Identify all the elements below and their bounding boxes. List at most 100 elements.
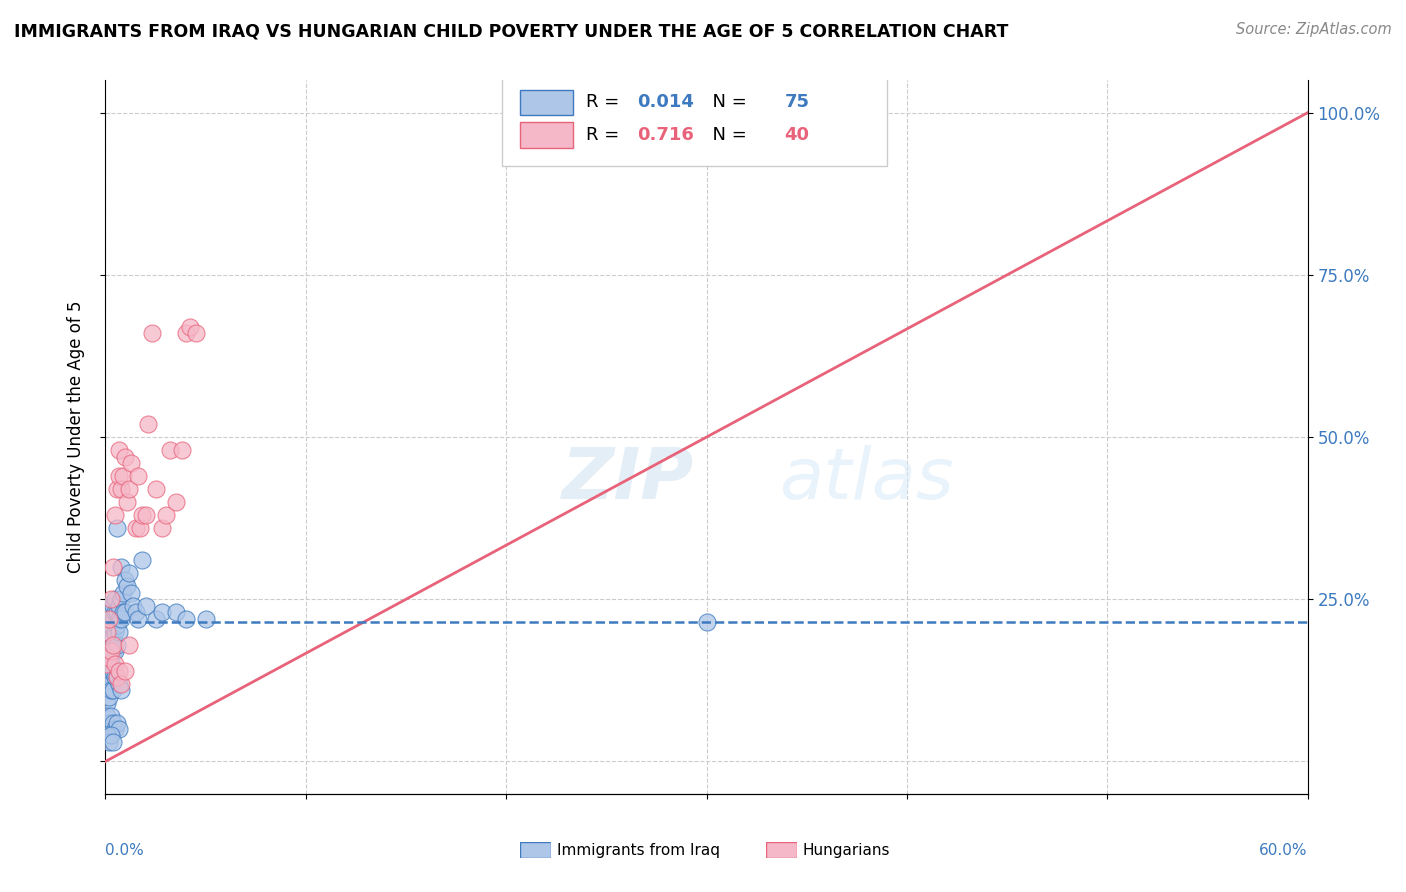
Point — [135, 508, 157, 522]
Point — [107, 670, 129, 684]
Point — [131, 508, 153, 522]
Point — [103, 599, 125, 613]
Text: 0.716: 0.716 — [637, 127, 693, 145]
Point — [103, 735, 125, 749]
Point — [118, 638, 141, 652]
Point — [100, 664, 122, 678]
Point — [112, 605, 135, 619]
FancyBboxPatch shape — [520, 89, 574, 115]
Point — [110, 592, 132, 607]
Point — [135, 599, 157, 613]
Y-axis label: Child Poverty Under the Age of 5: Child Poverty Under the Age of 5 — [66, 301, 84, 574]
Point — [184, 326, 207, 341]
Point — [170, 443, 193, 458]
Point — [110, 482, 132, 496]
Point — [174, 612, 197, 626]
Point — [104, 657, 127, 672]
Text: IMMIGRANTS FROM IRAQ VS HUNGARIAN CHILD POVERTY UNDER THE AGE OF 5 CORRELATION C: IMMIGRANTS FROM IRAQ VS HUNGARIAN CHILD … — [14, 22, 1008, 40]
Point — [107, 715, 129, 730]
Point — [121, 456, 143, 470]
Point — [100, 605, 122, 619]
Point — [100, 709, 122, 723]
Point — [696, 615, 718, 629]
Point — [165, 605, 187, 619]
Point — [98, 650, 121, 665]
Point — [104, 670, 127, 684]
Point — [108, 612, 131, 626]
Point — [104, 592, 127, 607]
Point — [103, 638, 125, 652]
Point — [145, 482, 167, 496]
Point — [100, 729, 122, 743]
Point — [98, 612, 121, 626]
Text: atlas: atlas — [779, 445, 953, 515]
Text: R =: R = — [586, 127, 626, 145]
Point — [103, 559, 125, 574]
Point — [131, 553, 153, 567]
Point — [141, 326, 163, 341]
Point — [103, 683, 125, 698]
Point — [108, 676, 131, 690]
Point — [128, 521, 150, 535]
Point — [110, 683, 132, 698]
Point — [96, 638, 118, 652]
Point — [107, 670, 129, 684]
Point — [150, 521, 173, 535]
Point — [108, 624, 131, 639]
Point — [100, 631, 122, 645]
Point — [136, 417, 159, 431]
Point — [98, 690, 121, 704]
Point — [127, 469, 149, 483]
Point — [117, 495, 139, 509]
Point — [96, 599, 118, 613]
Point — [96, 729, 118, 743]
Point — [100, 657, 122, 672]
Point — [96, 709, 118, 723]
Point — [96, 657, 118, 672]
Point — [110, 676, 132, 690]
Point — [103, 612, 125, 626]
Point — [124, 605, 146, 619]
Point — [104, 624, 127, 639]
Point — [98, 664, 121, 678]
Point — [98, 631, 121, 645]
Point — [108, 664, 131, 678]
Point — [107, 605, 129, 619]
Point — [107, 638, 129, 652]
Text: 0.014: 0.014 — [637, 94, 693, 112]
Text: Source: ZipAtlas.com: Source: ZipAtlas.com — [1236, 22, 1392, 37]
Point — [108, 469, 131, 483]
Point — [127, 612, 149, 626]
Point — [96, 624, 118, 639]
FancyBboxPatch shape — [502, 77, 887, 166]
Point — [98, 618, 121, 632]
Point — [110, 559, 132, 574]
Point — [124, 521, 146, 535]
Point — [96, 670, 118, 684]
FancyBboxPatch shape — [520, 122, 574, 148]
Point — [108, 722, 131, 736]
Text: 40: 40 — [785, 127, 810, 145]
Point — [98, 735, 121, 749]
Text: 60.0%: 60.0% — [1260, 843, 1308, 858]
Point — [114, 664, 136, 678]
Point — [122, 599, 145, 613]
Point — [118, 482, 141, 496]
Point — [100, 618, 122, 632]
Point — [98, 715, 121, 730]
Point — [96, 624, 118, 639]
Point — [100, 644, 122, 658]
Point — [107, 521, 129, 535]
Point — [112, 586, 135, 600]
Point — [104, 644, 127, 658]
Point — [150, 605, 173, 619]
Point — [114, 605, 136, 619]
Point — [179, 319, 201, 334]
Point — [96, 657, 118, 672]
Text: ZIP: ZIP — [562, 445, 695, 515]
Text: N =: N = — [700, 127, 752, 145]
Point — [98, 644, 121, 658]
Text: N =: N = — [700, 94, 752, 112]
Text: 0.0%: 0.0% — [105, 843, 145, 858]
Point — [108, 443, 131, 458]
